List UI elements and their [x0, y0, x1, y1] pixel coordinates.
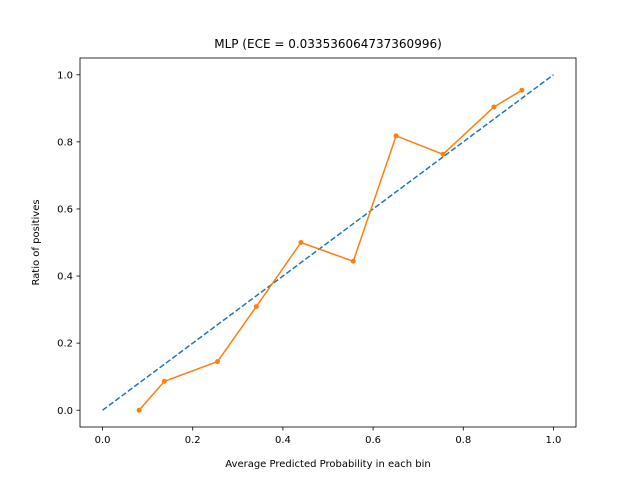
x-axis: 0.0 0.2 0.4 0.6 0.8 1.0 — [95, 427, 562, 446]
calibration-point — [215, 359, 221, 365]
x-tick-label: 0.8 — [455, 435, 471, 446]
plot-frame — [79, 57, 577, 428]
y-axis-label: Ratio of positives — [31, 199, 42, 285]
x-tick-label: 1.0 — [546, 435, 562, 446]
calibration-point — [519, 87, 525, 93]
calibration-point — [253, 304, 259, 310]
calibration-point — [440, 151, 446, 157]
calibration-point — [136, 407, 142, 413]
y-tick-label: 0.6 — [57, 205, 73, 216]
x-tick-label: 0.2 — [185, 435, 201, 446]
perfect-calibration-line — [102, 74, 554, 411]
x-tick-label: 0.6 — [365, 435, 381, 446]
x-axis-label: Average Predicted Probability in each bi… — [225, 459, 430, 470]
y-tick-label: 0.2 — [57, 339, 73, 350]
x-tick-label: 0.4 — [275, 435, 291, 446]
y-tick-label: 0.8 — [57, 137, 73, 148]
calibration-point — [298, 240, 304, 245]
calibration-point — [350, 258, 356, 264]
y-axis: 0.0 0.2 0.4 0.6 0.8 1.0 — [57, 70, 80, 417]
calibration-curve-line — [138, 89, 523, 411]
y-tick-label: 1.0 — [57, 70, 73, 81]
calibration-point — [393, 133, 399, 139]
calibration-point — [161, 378, 167, 384]
calibration-point — [491, 104, 497, 110]
chart-title: MLP (ECE = 0.033536064737360996) — [214, 37, 442, 51]
x-tick-label: 0.0 — [95, 435, 111, 446]
series-layer — [102, 74, 554, 413]
y-tick-label: 0.4 — [57, 272, 73, 283]
y-tick-label: 0.0 — [57, 406, 73, 417]
